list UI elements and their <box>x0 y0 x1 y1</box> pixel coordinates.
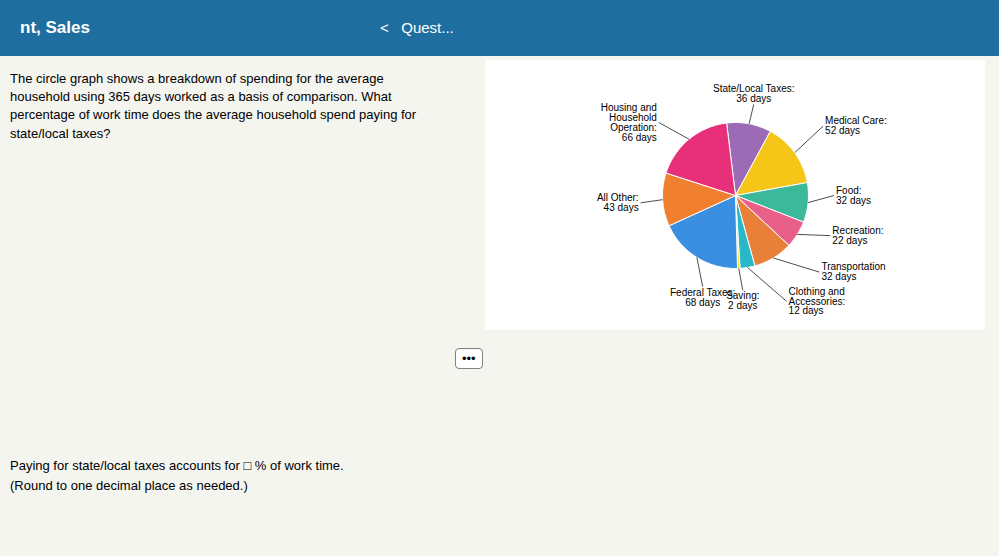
svg-text:Transportation32 days: Transportation32 days <box>821 261 885 282</box>
svg-text:Medical Care:52 days: Medical Care:52 days <box>825 115 887 136</box>
html-text:Saving:: Saving: <box>726 290 760 302</box>
svg-text:Federal Taxes:68 days: Federal Taxes:68 days <box>670 287 735 308</box>
svg-text:All Other:43 days: All Other:43 days <box>597 192 639 213</box>
html-text:Paying for state/local taxes a: Paying for state/local taxes accounts fo… <box>10 458 344 493</box>
svg-text:Recreation:22 days: Recreation:22 days <box>832 225 883 246</box>
html-text:2 days: 2 days <box>728 300 758 312</box>
html-text:< Quest...: < Quest... <box>380 19 454 36</box>
html-text:nt, Sales: nt, Sales <box>20 18 90 37</box>
svg-text:Food:32 days: Food:32 days <box>836 185 871 206</box>
svg-text:Clothing andAccessories:12 day: Clothing andAccessories:12 days <box>789 286 846 317</box>
svg-text:State/Local Taxes:36 days: State/Local Taxes:36 days <box>713 83 795 104</box>
svg-text:Housing andHouseholdOperation:: Housing andHouseholdOperation:66 days <box>601 102 657 143</box>
html-text:The circle graph shows a break: The circle graph shows a breakdown of sp… <box>10 71 417 141</box>
